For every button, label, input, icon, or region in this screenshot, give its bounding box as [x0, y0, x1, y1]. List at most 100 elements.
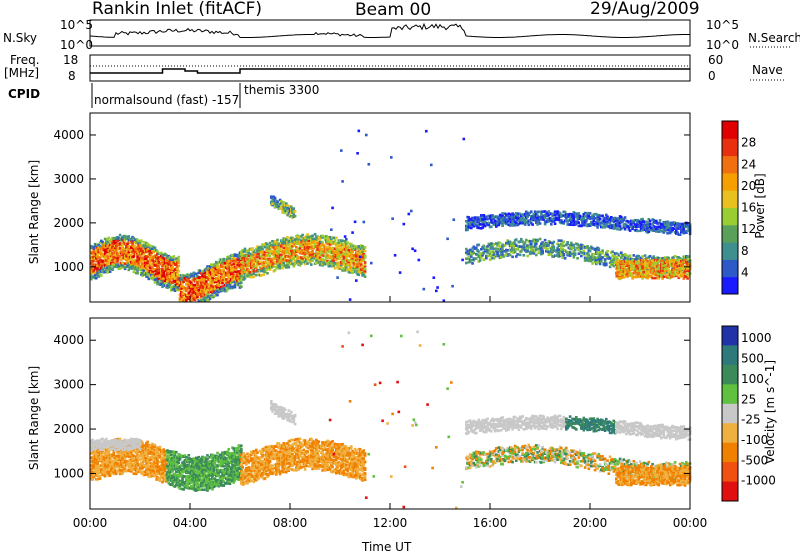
data-cell [223, 288, 227, 291]
data-cell [611, 254, 614, 257]
data-cell [271, 197, 274, 201]
data-cell [95, 276, 98, 280]
data-cell [325, 246, 328, 249]
data-cell [555, 218, 558, 221]
data-cell [130, 238, 133, 241]
data-cell [247, 259, 251, 263]
data-cell [96, 453, 99, 456]
data-cell [683, 259, 687, 262]
data-cell [348, 259, 352, 262]
data-cell [201, 290, 204, 293]
data-cell [576, 257, 579, 260]
data-cell [620, 276, 623, 280]
data-cell [665, 227, 668, 230]
data-cell [620, 217, 623, 220]
data-cell [306, 244, 309, 248]
data-cell [266, 243, 269, 246]
data-cell [515, 244, 518, 247]
data-cell [353, 220, 357, 224]
data-cell [231, 266, 234, 270]
data-cell [593, 260, 597, 264]
data-cell [208, 271, 212, 274]
data-cell [280, 200, 283, 203]
data-cell [357, 267, 361, 271]
data-cell [493, 219, 497, 223]
data-cell [292, 257, 296, 260]
data-cell [288, 263, 292, 266]
data-cell [138, 254, 142, 257]
data-cell [168, 284, 172, 287]
data-cell [343, 250, 347, 253]
data-cell [488, 258, 492, 261]
data-cell [515, 212, 518, 215]
data-cell [662, 275, 666, 278]
data-cell [146, 248, 149, 252]
data-cell [166, 265, 169, 268]
data-cell [592, 252, 596, 256]
data-cell [192, 286, 196, 290]
data-cell [488, 217, 492, 220]
data-cell [563, 210, 567, 214]
data-cell [587, 253, 591, 257]
data-cell [177, 264, 181, 268]
data-cell [651, 276, 654, 280]
data-cell [130, 258, 133, 261]
data-cell [332, 259, 336, 263]
data-cell [593, 257, 597, 260]
data-cell [181, 276, 184, 280]
data-cell [332, 240, 336, 244]
data-cell [572, 255, 576, 259]
data-cell [190, 272, 193, 276]
data-cell [363, 261, 367, 264]
data-cell [306, 233, 309, 236]
data-cell [561, 256, 564, 259]
data-cell [226, 288, 229, 291]
data-cell [357, 273, 361, 277]
data-cell [577, 221, 581, 224]
data-cell [286, 204, 289, 207]
data-cell [596, 226, 599, 229]
data-cell [102, 244, 106, 247]
data-cell [342, 260, 346, 264]
data-cell [680, 229, 683, 232]
data-cell [573, 252, 577, 256]
data-cell [682, 228, 686, 232]
data-cell [113, 246, 117, 249]
data-cell [226, 263, 229, 267]
data-cell [118, 247, 122, 250]
data-cell [217, 284, 221, 287]
data-cell [92, 270, 96, 273]
data-cell [271, 244, 274, 247]
data-cell [233, 285, 237, 289]
data-cell [130, 262, 133, 265]
data-cell [480, 255, 483, 259]
data-cell [561, 241, 564, 245]
data-cell [282, 201, 286, 204]
data-cell [283, 211, 287, 215]
data-cell [293, 244, 297, 247]
data-cell [526, 254, 529, 258]
data-cell [557, 217, 561, 220]
data-cell [221, 285, 224, 288]
data-cell [538, 222, 542, 225]
data-cell [468, 222, 472, 225]
data-cell [203, 285, 207, 289]
data-cell [320, 248, 323, 251]
data-cell [287, 265, 291, 269]
data-cell [295, 246, 298, 249]
data-cell [492, 247, 496, 251]
data-cell [138, 260, 142, 264]
data-cell [470, 226, 473, 230]
data-cell [215, 270, 218, 273]
data-cell [270, 245, 273, 249]
data-cell [353, 245, 357, 248]
data-cell [270, 200, 273, 204]
data-cell [337, 264, 341, 267]
data-cell [91, 257, 94, 260]
data-cell [625, 254, 628, 257]
data-cell [212, 274, 216, 278]
data-cell [92, 452, 96, 455]
data-cell [332, 264, 336, 268]
data-cell [195, 272, 198, 276]
data-cell [511, 220, 514, 223]
